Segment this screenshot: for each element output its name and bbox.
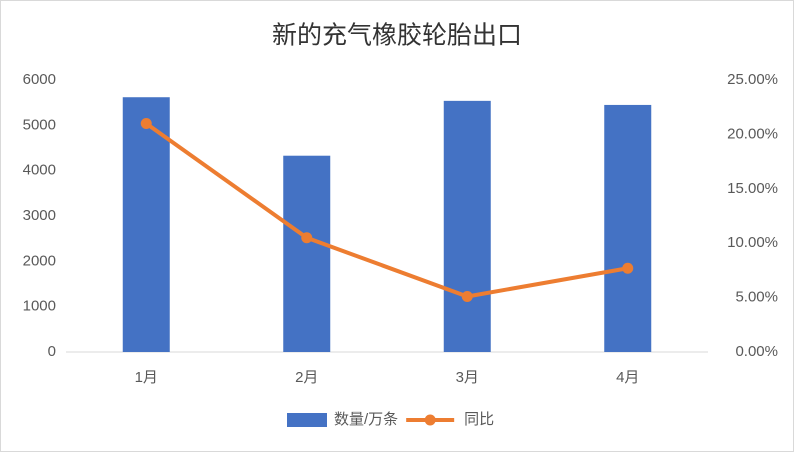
x-tick-label: 2月 xyxy=(295,369,318,386)
y2-tick-label: 25.00% xyxy=(727,71,778,88)
bar xyxy=(122,97,170,352)
legend-label: 数量/万条 xyxy=(334,411,398,428)
y2-tick-label: 15.00% xyxy=(727,180,778,197)
bar xyxy=(443,100,491,352)
line-marker xyxy=(140,118,152,130)
x-tick-label: 1月 xyxy=(135,369,158,386)
line xyxy=(145,121,629,299)
y-tick-label: 3000 xyxy=(23,207,56,224)
line-marker xyxy=(622,262,634,274)
bar xyxy=(283,155,331,352)
line-marker xyxy=(301,232,313,244)
bar xyxy=(604,104,652,352)
x-tick-label: 3月 xyxy=(456,369,479,386)
legend-label: 同比 xyxy=(464,411,494,428)
y-tick-label: 5000 xyxy=(23,116,56,133)
x-tick-label: 4月 xyxy=(616,369,639,386)
legend-swatch xyxy=(287,413,327,427)
line-marker xyxy=(461,291,473,303)
y-tick-label: 0 xyxy=(48,343,56,360)
y-tick-label: 2000 xyxy=(23,252,56,269)
y-tick-label: 1000 xyxy=(23,298,56,315)
y2-tick-label: 10.00% xyxy=(727,234,778,251)
y-tick-label: 6000 xyxy=(23,71,56,88)
legend-swatch xyxy=(424,414,436,426)
y2-tick-label: 0.00% xyxy=(735,343,778,360)
y-tick-label: 4000 xyxy=(23,162,56,179)
chart-title: 新的充气橡胶轮胎出口 xyxy=(272,21,522,50)
y2-tick-label: 5.00% xyxy=(735,289,778,306)
y2-tick-label: 20.00% xyxy=(727,125,778,142)
